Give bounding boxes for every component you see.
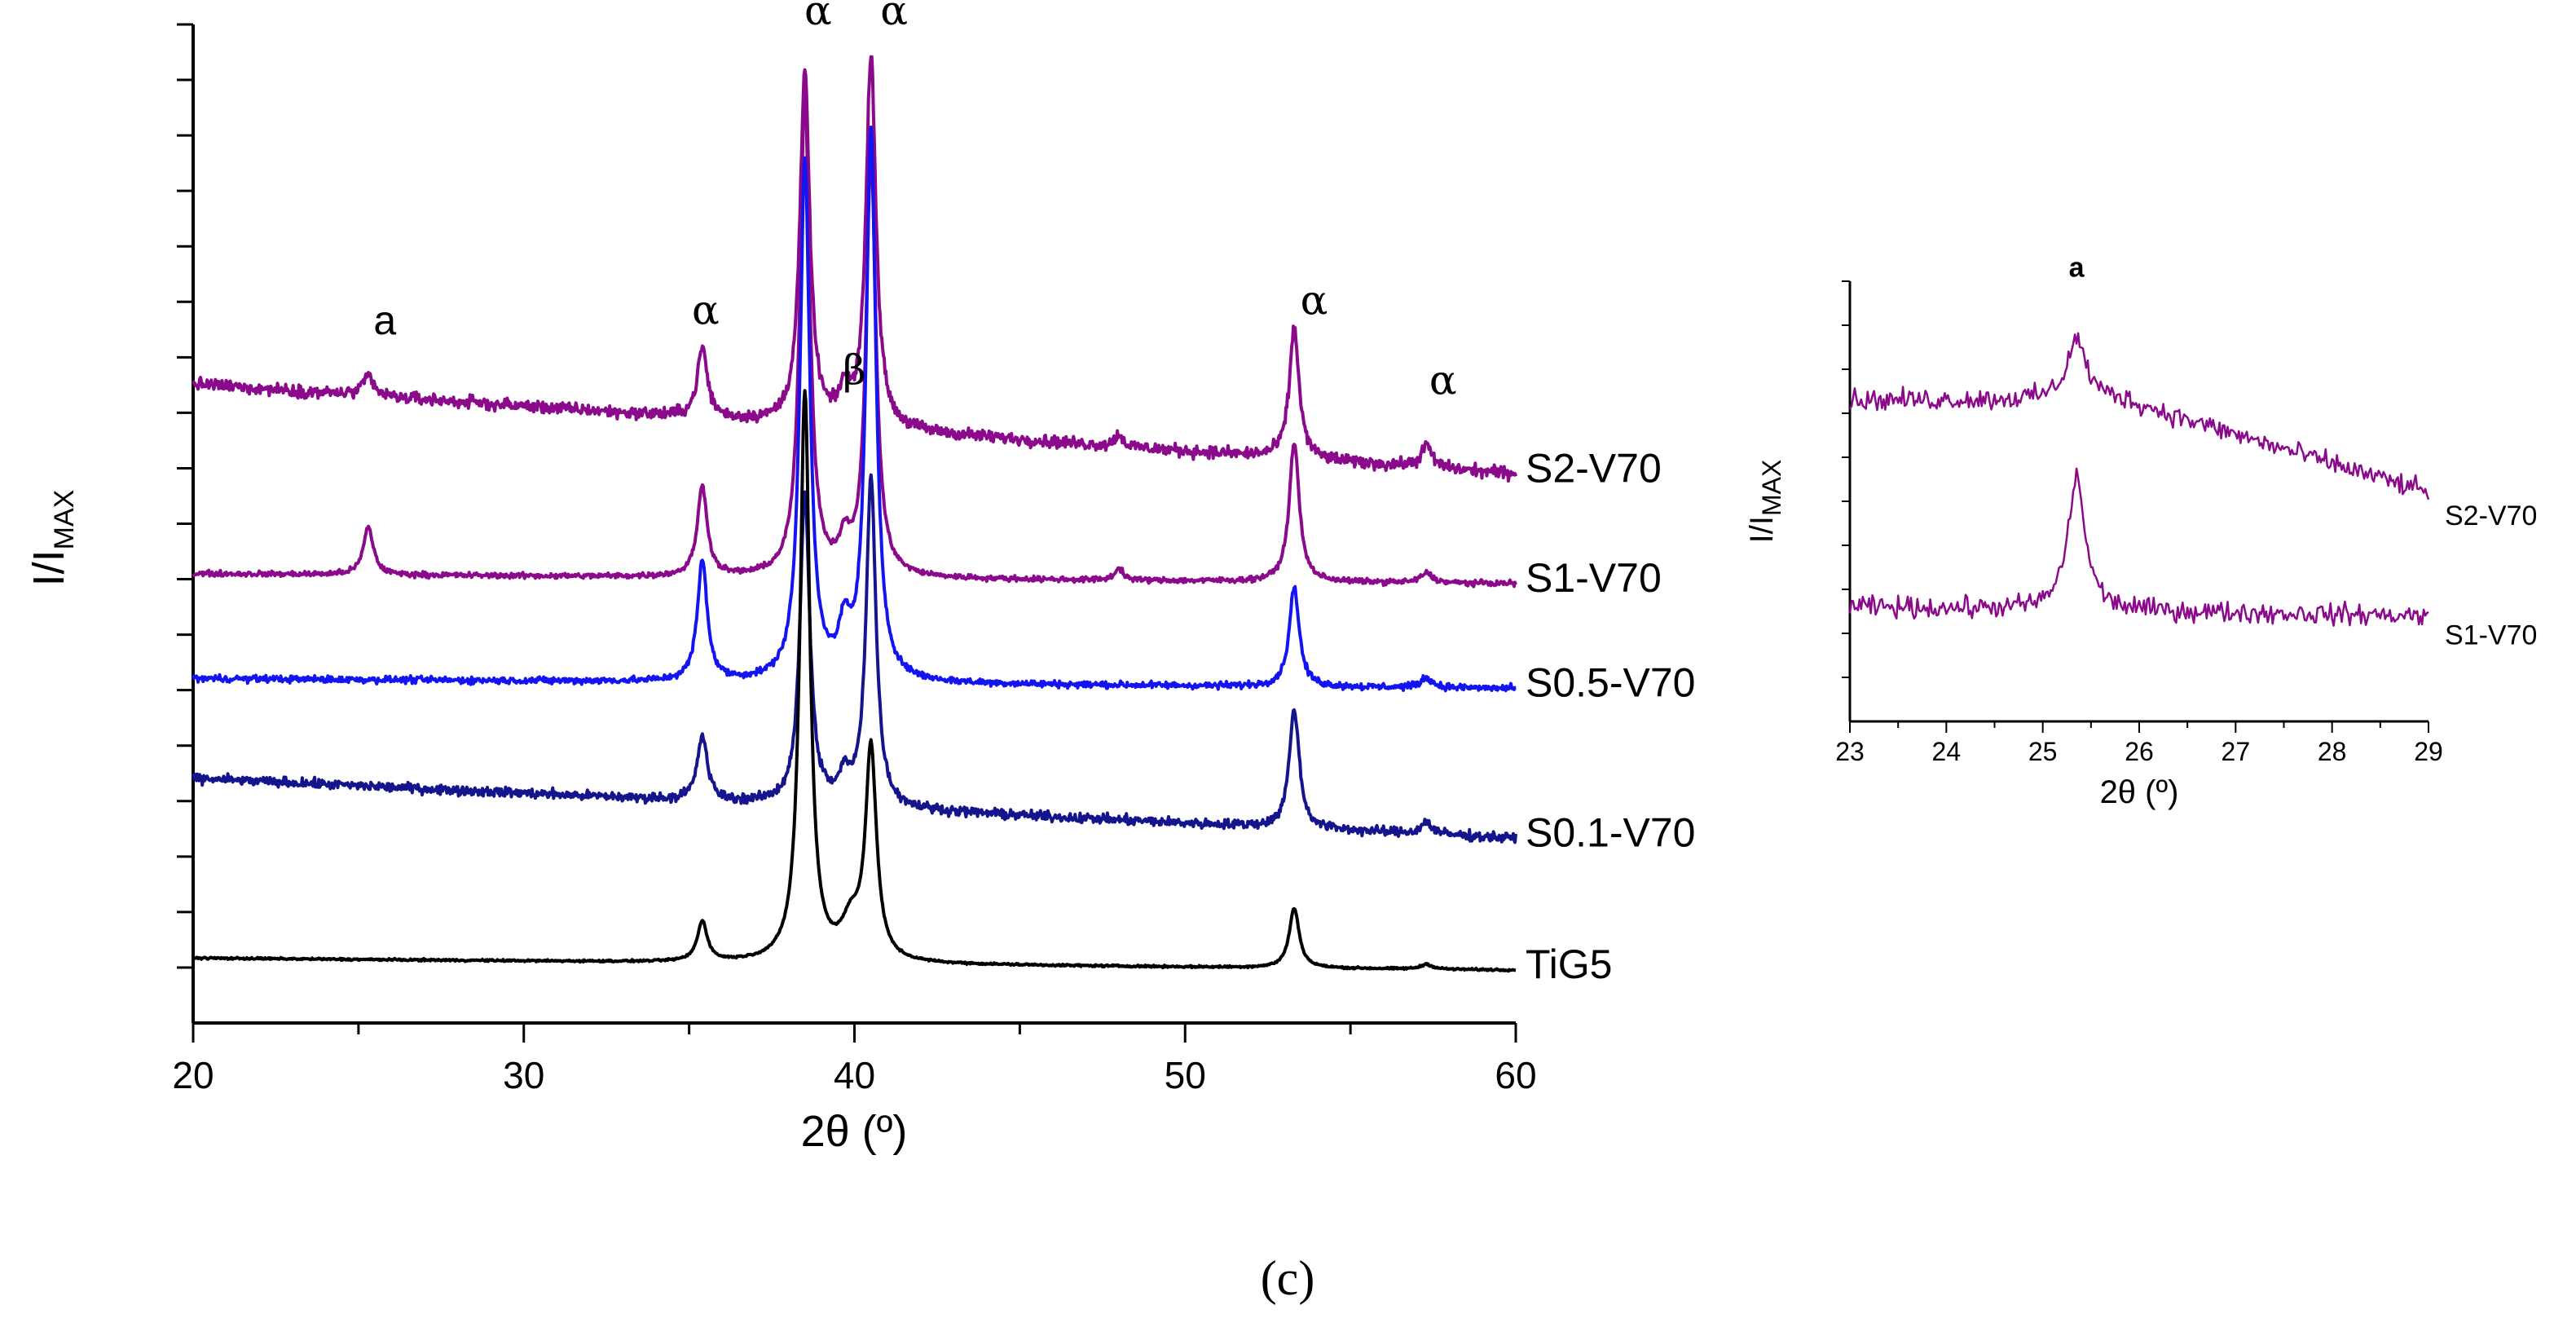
inset-x-tick-label: 28 <box>2318 737 2347 766</box>
main-x-tick-label: 60 <box>1495 1054 1536 1096</box>
main-x-tick-label: 30 <box>503 1054 544 1096</box>
main-x-tick-label: 20 <box>172 1054 214 1096</box>
main-x-tick-label: 50 <box>1165 1054 1206 1096</box>
main-peak-labels: a α α α β α α <box>373 0 1456 403</box>
main-y-axis-title-sub: MAX <box>49 490 80 550</box>
inset-x-tick-label: 26 <box>2125 737 2154 766</box>
inset-y-axis-title-main: I/I <box>1744 516 1780 543</box>
figure-caption: (c) <box>1261 1251 1315 1305</box>
inset-series <box>1848 332 2430 627</box>
inset-series-line <box>1848 332 2430 500</box>
main-y-axis-title-main: I/I <box>24 549 73 586</box>
inset-series-label: S2-V70 <box>2445 500 2537 531</box>
inset-series-label: S1-V70 <box>2445 619 2537 650</box>
inset-peak-labels: a <box>2069 253 2085 284</box>
main-series-label: S2-V70 <box>1526 445 1662 491</box>
inset-x-axis-title: 2θ (º) <box>2100 774 2179 810</box>
main-peak-label: a <box>373 298 396 343</box>
inset-y-axis-title-sub: MAX <box>1757 460 1786 516</box>
main-series-line <box>192 389 1517 973</box>
main-series-labels: S2-V70 S1-V70 S0.5-V70 S0.1-V70 TiG5 <box>1526 445 1695 987</box>
main-series-line <box>192 93 1517 589</box>
main-series-label: S0.1-V70 <box>1526 809 1695 855</box>
inset-x-tick-label: 29 <box>2414 737 2443 766</box>
main-series-line <box>192 473 1517 844</box>
inset-x-tick-label: 25 <box>2028 737 2058 766</box>
main-peak-label: α <box>1301 276 1328 324</box>
main-peak-label: α <box>880 0 908 34</box>
inset-x-tick-label: 24 <box>1932 737 1962 766</box>
inset-series-line <box>1848 467 2429 627</box>
inset-peak-label: a <box>2069 253 2085 284</box>
main-series <box>192 55 1517 973</box>
main-y-axis-title: I/IMAX <box>24 490 80 587</box>
inset-ticks: 23 24 25 26 27 28 29 <box>1835 280 2443 766</box>
main-series-line <box>192 55 1517 483</box>
main-series-label: S1-V70 <box>1526 555 1662 601</box>
inset-chart: 23 24 25 26 27 28 29 a S2-V70 S1-V70 2θ (º) I/I… <box>1744 253 2537 810</box>
main-ticks: 20 30 40 50 60 <box>172 23 1537 1096</box>
main-series-label: S0.5-V70 <box>1526 660 1695 706</box>
main-peak-label: α <box>804 0 832 34</box>
main-x-axis-title: 2θ (º) <box>801 1107 908 1156</box>
inset-x-tick-label: 27 <box>2222 737 2251 766</box>
main-x-tick-label: 40 <box>834 1054 875 1096</box>
inset-series-labels: S2-V70 S1-V70 <box>2445 500 2537 650</box>
main-series-label: TiG5 <box>1526 941 1613 987</box>
main-peak-label: β <box>843 346 866 394</box>
main-series-line <box>192 126 1517 693</box>
main-peak-label: α <box>1429 356 1457 403</box>
inset-y-axis-title: I/IMAX <box>1744 460 1786 544</box>
inset-x-tick-label: 23 <box>1835 737 1865 766</box>
main-peak-label: α <box>692 287 720 334</box>
